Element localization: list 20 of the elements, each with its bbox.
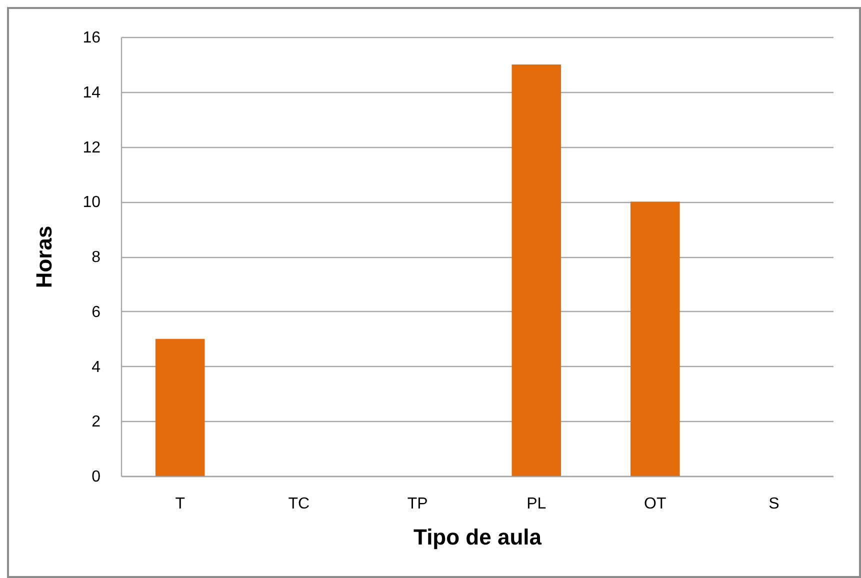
bar xyxy=(630,202,680,476)
x-tick-label: PL xyxy=(526,496,546,512)
x-tick-label: OT xyxy=(644,496,666,512)
y-tick-label: 12 xyxy=(82,139,101,156)
bar xyxy=(155,338,205,476)
y-tick-label: 2 xyxy=(92,414,101,431)
y-tick-label: 14 xyxy=(82,84,101,102)
y-tick-label: 0 xyxy=(92,468,101,486)
x-tick-label: T xyxy=(175,496,186,512)
bar xyxy=(512,64,562,476)
y-tick-label: 16 xyxy=(82,30,101,46)
y-axis-title: Horas xyxy=(32,226,57,288)
x-tick-label: TC xyxy=(288,496,310,512)
x-tick-label: S xyxy=(768,496,780,512)
x-tick-label: TP xyxy=(407,496,428,512)
y-tick-label: 8 xyxy=(92,249,101,266)
y-tick-label: 4 xyxy=(92,358,101,376)
x-axis-title: Tipo de aula xyxy=(414,524,542,550)
y-tick-label: 6 xyxy=(92,304,101,321)
y-tick-label: 10 xyxy=(82,194,101,212)
